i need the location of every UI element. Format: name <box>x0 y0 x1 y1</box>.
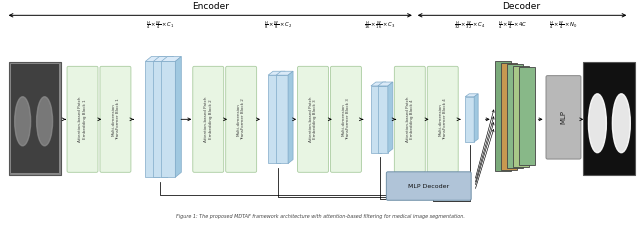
FancyBboxPatch shape <box>428 66 458 172</box>
Polygon shape <box>276 75 288 164</box>
Polygon shape <box>465 97 474 142</box>
FancyBboxPatch shape <box>495 61 511 171</box>
Text: Encoder: Encoder <box>192 2 228 11</box>
Ellipse shape <box>588 94 606 153</box>
Polygon shape <box>167 56 173 177</box>
Polygon shape <box>276 71 293 75</box>
FancyBboxPatch shape <box>394 66 425 172</box>
Text: Attention-based Patch
Embedding Block 4: Attention-based Patch Embedding Block 4 <box>406 97 414 142</box>
Polygon shape <box>154 56 173 61</box>
Polygon shape <box>371 86 381 153</box>
Polygon shape <box>280 71 285 164</box>
FancyBboxPatch shape <box>584 62 636 175</box>
Polygon shape <box>371 82 386 86</box>
FancyBboxPatch shape <box>100 66 131 172</box>
Polygon shape <box>161 56 181 61</box>
FancyBboxPatch shape <box>9 62 61 175</box>
Polygon shape <box>159 56 165 177</box>
Ellipse shape <box>15 97 31 146</box>
Text: MLP Decoder: MLP Decoder <box>408 184 449 189</box>
FancyBboxPatch shape <box>11 64 59 173</box>
Text: Multi-dimension
TransFormer Block 3: Multi-dimension TransFormer Block 3 <box>342 98 350 140</box>
Ellipse shape <box>36 97 52 146</box>
Text: $\frac{H}{4}\times\frac{W}{4}\times C_1$: $\frac{H}{4}\times\frac{W}{4}\times C_1$ <box>146 19 175 31</box>
Text: Multi-dimension
TransFormer Block 4: Multi-dimension TransFormer Block 4 <box>438 99 447 140</box>
Text: $\frac{H}{16}\times\frac{W}{16}\times C_3$: $\frac{H}{16}\times\frac{W}{16}\times C_… <box>364 19 396 31</box>
FancyBboxPatch shape <box>518 67 534 165</box>
FancyBboxPatch shape <box>226 66 257 172</box>
Polygon shape <box>388 82 393 153</box>
Polygon shape <box>381 82 386 153</box>
Polygon shape <box>161 61 175 177</box>
FancyBboxPatch shape <box>67 66 98 172</box>
Text: $\frac{H}{4}\times\frac{W}{4}\times 4C$: $\frac{H}{4}\times\frac{W}{4}\times 4C$ <box>498 19 527 31</box>
FancyBboxPatch shape <box>500 63 516 170</box>
Polygon shape <box>154 61 167 177</box>
Text: Attention-based Patch
Embedding Block 2: Attention-based Patch Embedding Block 2 <box>204 97 212 142</box>
Text: $\frac{H}{32}\times\frac{W}{32}\times C_4$: $\frac{H}{32}\times\frac{W}{32}\times C_… <box>454 19 485 31</box>
FancyBboxPatch shape <box>330 66 362 172</box>
Polygon shape <box>474 94 478 142</box>
FancyBboxPatch shape <box>546 76 581 159</box>
Text: Figure 1: The proposed MDTAF framework architecture with attention-based filteri: Figure 1: The proposed MDTAF framework a… <box>175 214 465 219</box>
Polygon shape <box>378 82 393 86</box>
Polygon shape <box>378 86 388 153</box>
FancyBboxPatch shape <box>387 172 471 200</box>
FancyBboxPatch shape <box>298 66 328 172</box>
FancyBboxPatch shape <box>513 66 529 167</box>
Text: Decoder: Decoder <box>502 2 541 11</box>
Ellipse shape <box>612 94 630 153</box>
Polygon shape <box>145 61 159 177</box>
Polygon shape <box>175 56 181 177</box>
FancyBboxPatch shape <box>507 64 522 168</box>
Polygon shape <box>145 56 165 61</box>
Polygon shape <box>465 94 478 97</box>
Polygon shape <box>288 71 293 164</box>
Text: Multi-dimension
TransFormer Block 1: Multi-dimension TransFormer Block 1 <box>111 99 120 140</box>
Text: Attention-based Patch
Embedding Block 1: Attention-based Patch Embedding Block 1 <box>78 97 87 142</box>
FancyBboxPatch shape <box>193 66 224 172</box>
Text: $\frac{H}{8}\times\frac{W}{8}\times C_2$: $\frac{H}{8}\times\frac{W}{8}\times C_2$ <box>264 19 292 31</box>
Text: Attention-based Patch
Embedding Block 3: Attention-based Patch Embedding Block 3 <box>308 97 317 142</box>
Polygon shape <box>268 71 285 75</box>
Text: Multi-dimension
TransFormer Block 2: Multi-dimension TransFormer Block 2 <box>237 98 246 140</box>
Polygon shape <box>268 75 280 164</box>
Text: $\frac{H}{4}\times\frac{W}{4}\times N_0$: $\frac{H}{4}\times\frac{W}{4}\times N_0$ <box>549 19 578 31</box>
Text: MLP: MLP <box>561 110 566 124</box>
